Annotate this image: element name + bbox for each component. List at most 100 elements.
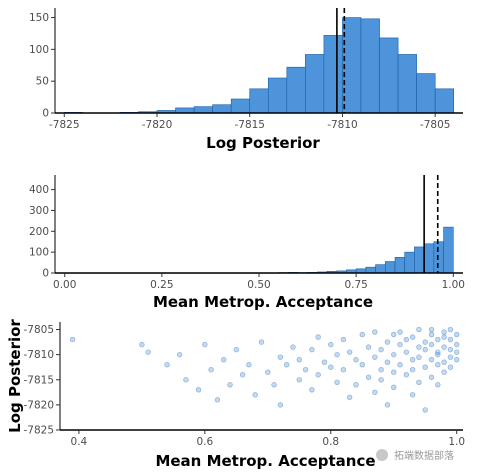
scatter-point — [334, 379, 340, 385]
scatter-point — [315, 372, 321, 378]
scatter-point — [277, 354, 284, 360]
scatter-point — [309, 346, 315, 353]
scatter-point — [214, 397, 221, 403]
x-tick-label: 1.00 — [442, 279, 465, 291]
scatter-point — [69, 336, 76, 343]
histogram-bar — [434, 88, 455, 114]
histogram-bar — [414, 246, 425, 274]
histogram-bar — [416, 73, 436, 114]
scatter-point — [454, 356, 460, 363]
scatter-point — [321, 359, 328, 365]
scatter-point — [208, 367, 214, 373]
scatter-point — [428, 331, 435, 338]
scatter-point — [397, 341, 403, 348]
y-tick-label: 100 — [29, 44, 49, 56]
x-axis-title: Log Posterior — [206, 134, 320, 152]
y-tick-label: 400 — [29, 184, 49, 196]
scatter-point — [378, 377, 384, 383]
x-tick-label: 0.75 — [344, 279, 367, 291]
histogram-bar — [433, 241, 444, 274]
scatter-point — [435, 382, 441, 388]
scatter-point — [391, 351, 397, 358]
scatter-point — [441, 334, 447, 340]
scatter-point — [416, 379, 422, 385]
y-tick-label: -7810 — [23, 349, 54, 361]
scatter-point — [296, 356, 302, 363]
scatter-point — [435, 351, 441, 358]
panel-middle-acceptance-histogram: 0.00 0.25 0.50 0.75 1.00 0 100 200 300 400 Mean Me… — [29, 175, 465, 311]
x-tick-label: 0.4 — [71, 436, 88, 448]
scatter-point — [372, 329, 378, 335]
scatter-point — [372, 354, 378, 360]
x-axis-title: Mean Metrop. Acceptance — [155, 452, 375, 470]
scatter-point — [346, 349, 353, 355]
scatter-point — [416, 354, 422, 360]
scatter-point — [315, 334, 321, 340]
x-tick-label: 1.0 — [448, 436, 465, 448]
y-axis-title: Log Posterior — [6, 319, 24, 433]
x-tick-label: -7810 — [327, 119, 358, 131]
histogram-bar — [365, 266, 376, 274]
scatter-point — [139, 341, 145, 348]
scatter-point — [397, 329, 403, 335]
histogram-bar — [404, 251, 415, 274]
y-tick-label: -7825 — [23, 425, 54, 437]
scatter-point — [447, 346, 454, 353]
x-tick-label: -7825 — [49, 119, 80, 131]
scatter-point — [435, 349, 441, 355]
y-tick-label: 0 — [42, 268, 49, 280]
scatter-point — [359, 331, 365, 338]
scatter-point — [378, 367, 384, 373]
scatter-point — [416, 326, 422, 333]
scatter-point — [441, 344, 447, 350]
scatter-point — [422, 339, 428, 345]
scatter-point — [340, 367, 347, 373]
histogram-bar — [193, 106, 213, 114]
scatter-point — [428, 374, 435, 380]
x-tick-label: 0.00 — [53, 279, 76, 291]
y-tick-label: 0 — [42, 108, 49, 120]
panel-bottom-scatter: 0.4 0.6 0.8 1.0 -7805 -7810 -7815 -7820 -7825 Mea… — [6, 319, 465, 470]
scatter-point — [384, 359, 391, 365]
scatter-point — [435, 336, 441, 343]
y-tick-label: -7815 — [23, 374, 54, 386]
scatter-point — [447, 336, 454, 343]
y-tick-label: 200 — [29, 226, 49, 238]
histogram-bar — [267, 77, 288, 114]
scatter-point — [346, 394, 353, 401]
scatter-point — [441, 329, 447, 335]
scatter-point — [447, 364, 454, 370]
histogram-bar — [423, 243, 435, 274]
scatter-point — [409, 334, 416, 340]
scatter-point — [340, 336, 347, 343]
scatter-point — [422, 346, 428, 353]
histogram-bar — [384, 261, 396, 274]
y-tick-label: 150 — [29, 12, 49, 24]
scatter-point — [353, 382, 359, 388]
scatter-point — [384, 339, 391, 345]
scatter-point — [353, 356, 359, 363]
scatter-point — [145, 349, 151, 355]
scatter-point — [252, 392, 258, 398]
scatter-point — [422, 407, 428, 413]
histogram-bar — [323, 35, 343, 114]
scatter-point — [422, 364, 428, 370]
scatter-point — [435, 362, 441, 368]
watermark-text: 拓端数据部落 — [394, 449, 454, 462]
x-tick-label: 0.6 — [196, 436, 213, 448]
scatter-point — [233, 346, 240, 353]
scatter-point — [378, 346, 384, 353]
x-tick-label: -7815 — [234, 119, 265, 131]
x-tick-label: 0.25 — [150, 279, 173, 291]
scatter-point — [328, 364, 334, 370]
scatter-point — [384, 402, 391, 408]
scatter-point — [454, 349, 460, 355]
scatter-point — [403, 349, 410, 355]
scatter-point — [239, 372, 246, 378]
histogram-bar — [286, 66, 306, 114]
scatter-point — [441, 359, 447, 365]
x-tick-label: 0.50 — [247, 279, 270, 291]
scatter-point — [409, 367, 416, 373]
scatter-point — [416, 344, 422, 350]
scatter-point — [183, 377, 189, 383]
